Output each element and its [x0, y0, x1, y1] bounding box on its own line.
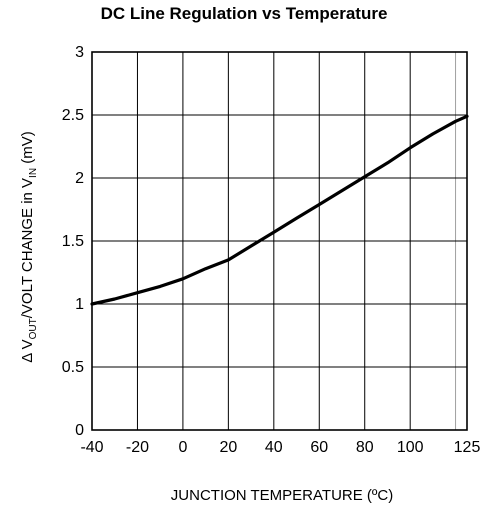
x-tick-label: 125	[454, 439, 481, 456]
y-label-sub-in: IN	[28, 168, 39, 178]
series-line	[90, 114, 469, 306]
series-group	[90, 114, 469, 306]
plot-frame	[91, 51, 468, 431]
y-tick-label: 0	[75, 422, 84, 439]
x-tick-label: 40	[265, 439, 283, 456]
y-tick-label: 1	[75, 296, 84, 313]
x-tick-label: 20	[219, 439, 237, 456]
x-tick-label: 80	[356, 439, 374, 456]
y-label-suffix: (mV)	[19, 131, 36, 168]
y-tick-label: 3	[75, 44, 84, 61]
y-tick-labels: 0 0.5 1 1.5 2 2.5 3	[62, 44, 84, 439]
y-tick-label: 1.5	[62, 233, 84, 250]
y-label-sub-out: OUT	[28, 318, 39, 339]
y-tick-label: 2.5	[62, 107, 84, 124]
x-tick-label: 100	[397, 439, 424, 456]
y-label-prefix: Δ V	[19, 339, 36, 362]
x-tick-label: 0	[178, 439, 187, 456]
y-label-middle: /VOLT CHANGE in V	[19, 178, 36, 318]
chart-title: DC Line Regulation vs Temperature	[101, 4, 388, 23]
y-tick-label: 2	[75, 170, 84, 187]
x-tick-label: -20	[126, 439, 149, 456]
y-tick-label: 0.5	[62, 359, 84, 376]
x-tick-label: -40	[80, 439, 103, 456]
y-axis-label: Δ VOUT/VOLT CHANGE in VIN (mV)	[19, 131, 39, 362]
grid	[91, 51, 468, 431]
x-axis-label: JUNCTION TEMPERATURE (ºC)	[171, 487, 393, 504]
x-tick-label: 60	[310, 439, 328, 456]
x-tick-labels: -40 -20 0 20 40 60 80 100 125	[80, 439, 480, 456]
